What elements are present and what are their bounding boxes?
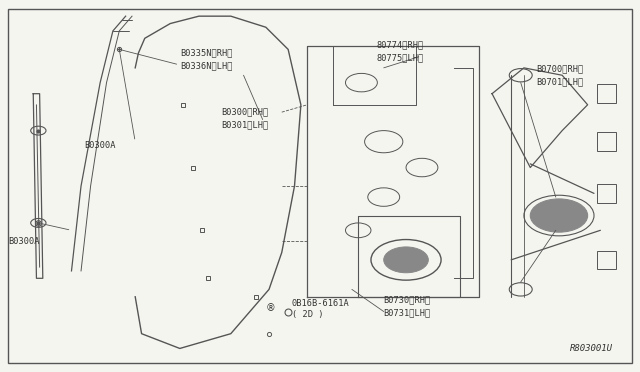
Text: 80774〈RH〉: 80774〈RH〉: [376, 41, 423, 49]
Text: B0301〈LH〉: B0301〈LH〉: [221, 120, 269, 129]
Circle shape: [384, 247, 428, 273]
Circle shape: [531, 199, 588, 232]
Bar: [597, 251, 616, 269]
Text: B0300〈RH〉: B0300〈RH〉: [221, 107, 269, 116]
Text: B0730〈RH〉: B0730〈RH〉: [384, 295, 431, 304]
Text: R803001U: R803001U: [570, 344, 613, 353]
Text: 80775〈LH〉: 80775〈LH〉: [376, 54, 423, 62]
Text: B0336N〈LH〉: B0336N〈LH〉: [180, 61, 232, 70]
Bar: [597, 132, 616, 151]
Text: ( 2D ): ( 2D ): [292, 310, 323, 319]
Text: B0731〈LH〉: B0731〈LH〉: [384, 308, 431, 317]
Text: B0300A: B0300A: [84, 141, 116, 150]
Text: B0701〈LH〉: B0701〈LH〉: [537, 77, 584, 86]
Bar: [597, 184, 616, 203]
Text: B0335N〈RH〉: B0335N〈RH〉: [180, 48, 232, 57]
Text: B0700〈RH〉: B0700〈RH〉: [537, 64, 584, 74]
Text: 0B16B-6161A: 0B16B-6161A: [292, 299, 349, 308]
Text: B0300A: B0300A: [8, 237, 40, 246]
Text: ®: ®: [266, 303, 275, 313]
Bar: [597, 84, 616, 103]
